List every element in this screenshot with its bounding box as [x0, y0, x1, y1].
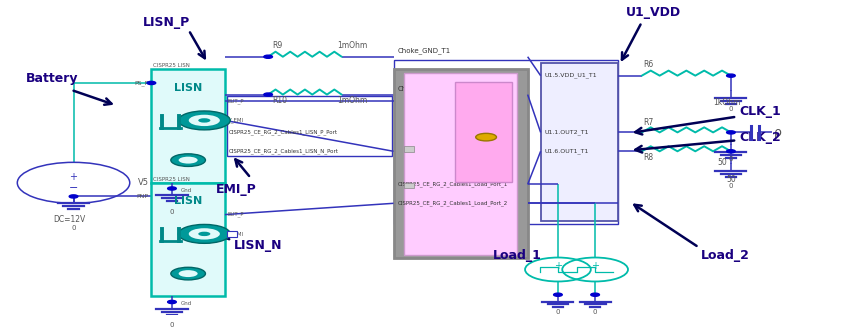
Circle shape — [727, 74, 735, 77]
Text: R6: R6 — [644, 60, 654, 69]
Text: CLK_2: CLK_2 — [740, 130, 781, 144]
Text: 0: 0 — [170, 209, 174, 215]
FancyBboxPatch shape — [541, 63, 618, 221]
Text: Load_2: Load_2 — [701, 249, 750, 262]
FancyBboxPatch shape — [455, 82, 511, 182]
Circle shape — [69, 195, 78, 198]
Circle shape — [727, 131, 735, 134]
Text: EMI_P: EMI_P — [215, 182, 257, 196]
Text: 0: 0 — [170, 322, 174, 327]
Text: −: − — [69, 183, 78, 194]
Text: EUT_P: EUT_P — [227, 212, 244, 217]
Text: 0: 0 — [555, 309, 561, 315]
Text: Battery: Battery — [26, 72, 79, 85]
Text: CISPR25_CE_RG_2_Cables1_LISN_N_Port: CISPR25_CE_RG_2_Cables1_LISN_N_Port — [229, 148, 339, 154]
Text: DC=12V: DC=12V — [53, 215, 86, 224]
Text: +: + — [554, 261, 562, 271]
Text: +: + — [69, 172, 78, 182]
Text: U1.5.VDD_U1_T1: U1.5.VDD_U1_T1 — [544, 73, 597, 78]
Text: CLK_1: CLK_1 — [740, 105, 781, 118]
FancyBboxPatch shape — [394, 69, 528, 258]
FancyBboxPatch shape — [404, 73, 517, 255]
Text: 50: 50 — [726, 175, 736, 184]
Text: R9: R9 — [272, 41, 283, 50]
Text: R10: R10 — [272, 96, 287, 105]
Text: R8: R8 — [644, 153, 654, 162]
Circle shape — [178, 111, 230, 130]
FancyBboxPatch shape — [151, 69, 225, 183]
Circle shape — [189, 228, 220, 240]
Text: 0: 0 — [728, 183, 734, 189]
Text: PS_P: PS_P — [135, 80, 149, 86]
Text: Choke_GND_T1: Choke_GND_T1 — [398, 47, 452, 54]
Text: CISPR25 LISN: CISPR25 LISN — [153, 63, 190, 68]
Text: CISPR25_CE_RG_2_Cables1_Load_Port_1: CISPR25_CE_RG_2_Cables1_Load_Port_1 — [398, 181, 508, 187]
Text: Gnd: Gnd — [181, 188, 192, 193]
Text: 1kOhm: 1kOhm — [713, 98, 740, 107]
Text: 0: 0 — [71, 225, 76, 231]
Text: EUT_P: EUT_P — [227, 98, 244, 104]
Text: U1.6.OUT1_T1: U1.6.OUT1_T1 — [544, 148, 588, 154]
Text: V5: V5 — [138, 178, 150, 187]
FancyBboxPatch shape — [227, 231, 237, 237]
Circle shape — [198, 118, 210, 123]
Circle shape — [168, 301, 176, 303]
Circle shape — [264, 55, 272, 58]
Text: Choke_VDD_T1: Choke_VDD_T1 — [398, 85, 451, 92]
Circle shape — [170, 267, 206, 280]
FancyBboxPatch shape — [404, 182, 414, 188]
Text: LISN_P: LISN_P — [143, 16, 189, 28]
Text: CISPR25 LISN: CISPR25 LISN — [153, 177, 190, 182]
Circle shape — [178, 224, 230, 243]
Text: 1mOhm: 1mOhm — [337, 41, 368, 50]
Text: U1_VDD: U1_VDD — [625, 6, 681, 19]
Text: CISPR25_CE_RG_2_Cables1_LISN_P_Port: CISPR25_CE_RG_2_Cables1_LISN_P_Port — [229, 129, 338, 135]
Text: R7: R7 — [644, 118, 654, 127]
Text: V_EMI: V_EMI — [227, 118, 244, 123]
Circle shape — [147, 81, 156, 85]
Circle shape — [168, 187, 176, 190]
Text: 50: 50 — [717, 158, 727, 166]
Text: 0: 0 — [728, 156, 734, 162]
Text: V_EMI: V_EMI — [227, 231, 244, 237]
Text: PNP: PNP — [137, 194, 149, 199]
Text: Gnd: Gnd — [181, 301, 192, 306]
FancyBboxPatch shape — [151, 183, 225, 296]
Text: ρ: ρ — [774, 126, 782, 139]
Circle shape — [591, 293, 599, 296]
Text: U1.1.OUT2_T1: U1.1.OUT2_T1 — [544, 129, 588, 135]
Text: LISN_N: LISN_N — [234, 239, 282, 252]
Text: 0: 0 — [728, 106, 734, 112]
Circle shape — [189, 115, 220, 126]
Text: +: + — [591, 261, 599, 271]
Text: LISN: LISN — [174, 82, 202, 93]
Text: LISN: LISN — [174, 196, 202, 206]
Text: Load_1: Load_1 — [493, 249, 541, 262]
Circle shape — [554, 293, 562, 296]
Text: CISPR25_CE_RG_2_Cables1_Load_Port_2: CISPR25_CE_RG_2_Cables1_Load_Port_2 — [398, 200, 508, 206]
Circle shape — [476, 133, 497, 141]
Circle shape — [170, 154, 206, 166]
Circle shape — [198, 232, 210, 236]
Circle shape — [179, 270, 197, 277]
Circle shape — [264, 93, 272, 96]
Circle shape — [727, 150, 735, 153]
Text: 1mOhm: 1mOhm — [337, 96, 368, 105]
Text: 0: 0 — [593, 309, 598, 315]
Circle shape — [179, 157, 197, 164]
FancyBboxPatch shape — [404, 146, 414, 152]
